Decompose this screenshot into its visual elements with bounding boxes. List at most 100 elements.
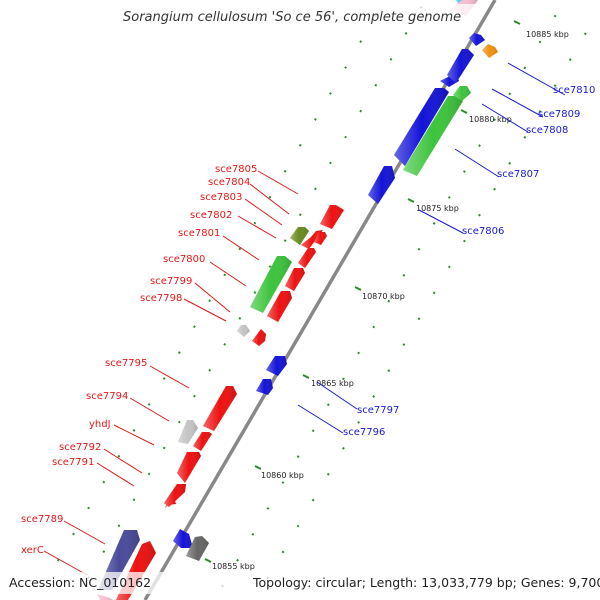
gene-sce7792[interactable]	[177, 452, 201, 483]
map-title: Sorangium cellulosum 'So ce 56', complet…	[123, 10, 461, 25]
gene-sce7797[interactable]	[266, 356, 287, 376]
tick-mark	[302, 374, 310, 379]
ring-dot	[281, 481, 285, 484]
ring-dot	[568, 58, 572, 62]
tick-label: 10875 kbp	[416, 204, 459, 213]
gene-label-sce7801[interactable]: sce7801	[178, 228, 220, 239]
connector-line	[418, 209, 464, 234]
ring-dot	[387, 299, 391, 303]
footer-backdrop	[0, 572, 600, 594]
ring-dot	[223, 342, 227, 346]
gene-label-sce7799[interactable]: sce7799	[150, 276, 192, 287]
ring-dot	[342, 446, 345, 450]
ring-dot	[251, 532, 255, 536]
gene-sce7796[interactable]	[256, 379, 273, 395]
gene-sce7794[interactable]	[203, 386, 237, 431]
gene-label-sce7792[interactable]: sce7792	[59, 442, 101, 453]
gene-label-sce7803[interactable]: sce7803	[200, 192, 242, 203]
ring-dot	[208, 368, 211, 372]
ring-dot	[508, 92, 512, 96]
gene-label-sce7795[interactable]: sce7795	[105, 358, 147, 369]
ring-dot	[162, 446, 166, 450]
ring-dot	[326, 472, 330, 476]
ring-dot	[583, 32, 587, 36]
ring-dot	[372, 395, 376, 398]
gene-label-sce7808[interactable]: sce7808	[526, 125, 568, 136]
ring-dot	[102, 480, 106, 484]
gene-sce7810[interactable]	[447, 49, 474, 83]
gene-label-sce7797[interactable]: sce7797	[357, 405, 399, 416]
gene-feature[interactable]	[97, 594, 113, 600]
gene-label-sce7802[interactable]: sce7802	[190, 210, 232, 221]
ring-dot	[283, 239, 287, 243]
gene-feature[interactable]	[469, 33, 485, 46]
connector-line	[257, 170, 299, 195]
ring-dot	[132, 498, 136, 502]
tick-mark	[204, 558, 212, 563]
connector-line	[244, 198, 283, 226]
ring-dot	[463, 239, 466, 243]
connector-line	[222, 235, 260, 261]
gene-label-sce7791[interactable]: sce7791	[52, 457, 94, 468]
tick-mark	[407, 198, 415, 203]
ring-dot	[553, 14, 557, 18]
gene-label-sce7804[interactable]: sce7804	[208, 177, 250, 188]
connector-line	[103, 448, 143, 474]
ring-dot	[147, 403, 151, 406]
gene-label-sce7794[interactable]: sce7794	[86, 391, 128, 402]
gene-sce7801[interactable]	[298, 248, 316, 268]
ring-dot	[404, 31, 408, 35]
ring-dot	[344, 135, 347, 139]
connector-line	[129, 397, 170, 422]
gene-sce7806[interactable]	[368, 166, 395, 204]
gene-feature[interactable]	[252, 329, 266, 346]
ring-dot	[493, 118, 496, 122]
gene-label-xerC[interactable]: xerC	[21, 545, 44, 556]
ring-dot	[344, 66, 347, 69]
gene-feature[interactable]	[193, 432, 212, 451]
ring-dot	[162, 377, 166, 380]
gene-label-sce7809[interactable]: sce7809	[538, 109, 580, 120]
tick-mark	[354, 286, 362, 291]
gene-label-sce7805[interactable]: sce7805	[215, 164, 257, 175]
ring-dot	[326, 403, 330, 407]
gene-feature[interactable]	[285, 268, 305, 291]
tick-label: 10880 kbp	[469, 115, 512, 124]
tick-mark	[460, 109, 468, 114]
ring-dot	[359, 40, 363, 44]
gene-label-sce7806[interactable]: sce7806	[462, 226, 504, 237]
connector-line	[297, 404, 344, 434]
gene-label-sce7810[interactable]: sce7810	[553, 85, 595, 96]
ring-dot	[147, 472, 151, 476]
ring-dot	[329, 161, 332, 165]
gene-label-sce7789[interactable]: sce7789	[21, 514, 63, 525]
ring-dot	[478, 144, 481, 148]
gene-label-sce7800[interactable]: sce7800	[163, 254, 205, 265]
gene-yhdJ[interactable]	[178, 420, 198, 444]
ring-dot	[208, 299, 211, 303]
gene-label-sce7807[interactable]: sce7807	[497, 169, 539, 180]
gene-sce7805[interactable]	[320, 205, 344, 229]
ring-dot	[372, 325, 376, 329]
ring-dot	[374, 83, 378, 87]
ring-dot	[117, 524, 121, 528]
ring-dot	[298, 143, 302, 147]
ring-dot	[508, 161, 512, 165]
ring-dot	[236, 558, 239, 562]
ring-dot	[177, 351, 181, 354]
ring-dot	[329, 92, 332, 95]
connector-line	[454, 148, 500, 178]
ring-dot	[223, 273, 227, 277]
gene-label-sce7798[interactable]: sce7798	[140, 293, 182, 304]
ring-dot	[298, 213, 302, 217]
ring-dot	[238, 247, 242, 251]
gene-label-sce7796[interactable]: sce7796	[343, 427, 385, 438]
gene-sce7798[interactable]	[237, 325, 250, 337]
gene-label-yhdJ[interactable]: yhdJ	[89, 419, 111, 430]
ring-dot	[311, 429, 315, 433]
left-gene-labels: sce7805 sce7804 sce7803 sce7802 sce7801 …	[21, 164, 257, 556]
ring-dot	[117, 454, 121, 458]
gene-feature[interactable]	[482, 44, 498, 58]
connector-line	[209, 261, 247, 287]
connector-line	[194, 282, 231, 313]
